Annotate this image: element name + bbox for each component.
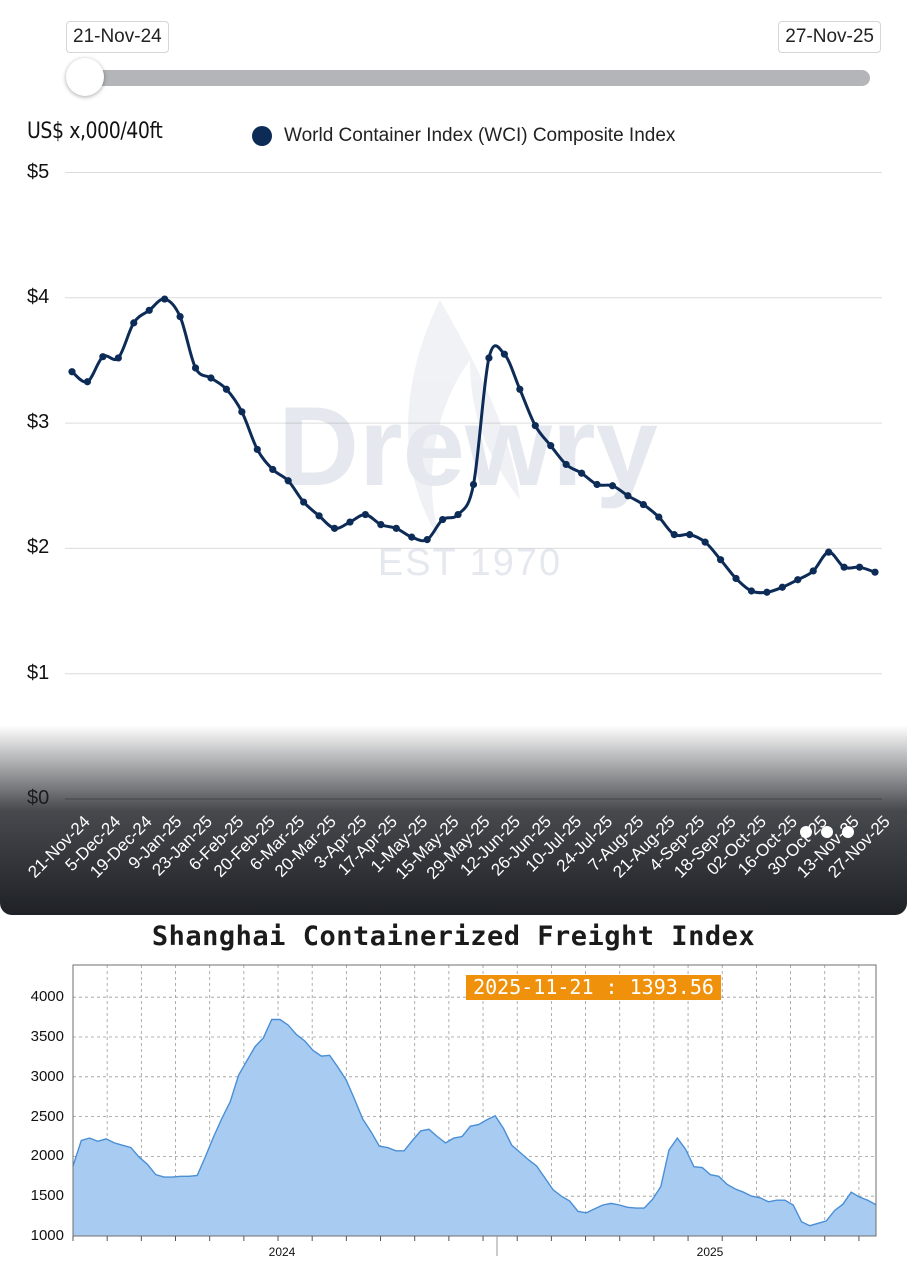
wci-data-point: [130, 319, 138, 327]
wci-data-point: [99, 353, 107, 361]
scfi-series-line: [72, 1018, 877, 1227]
wci-data-point: [624, 492, 632, 500]
scfi-y-tick-label: 2500: [30, 1107, 64, 1125]
scfi-plot-frame: [72, 964, 877, 1237]
scfi-year-label: 2024: [269, 1245, 296, 1259]
wci-data-point: [747, 587, 756, 595]
wci-data-point: [346, 518, 354, 526]
wci-data-point: [516, 385, 524, 393]
legend-marker-icon: [252, 126, 272, 146]
scfi-value-badge: 2025-11-21 : 1393.56: [466, 975, 721, 1000]
wci-data-point: [855, 563, 864, 571]
y-tick-label: $4: [27, 285, 50, 308]
wci-data-point: [500, 350, 508, 358]
wci-data-point: [562, 460, 570, 469]
wci-data-point: [655, 513, 663, 521]
wci-chart: Drewry EST 1970: [65, 172, 882, 800]
wci-data-point: [284, 477, 292, 485]
y-tick-label: $1: [27, 661, 50, 684]
wci-data-point: [145, 306, 153, 314]
wci-data-point: [392, 524, 400, 532]
wci-data-point: [161, 295, 169, 303]
wci-data-point: [454, 510, 462, 519]
scfi-year-label: 2025: [697, 1245, 724, 1259]
wci-data-point: [377, 520, 385, 529]
wci-data-point: [716, 556, 725, 564]
wci-data-point: [269, 465, 277, 474]
y-tick-label: $2: [27, 536, 50, 559]
wci-data-point: [300, 498, 308, 506]
wci-data-point: [361, 510, 370, 519]
wci-data-point: [639, 500, 647, 509]
scfi-chart: 2024 2025: [72, 964, 877, 1259]
scfi-y-tick-label: 4000: [30, 988, 64, 1006]
wci-data-point: [825, 548, 833, 556]
wci-data-point: [191, 364, 200, 372]
drewry-flame-logo: [408, 300, 520, 540]
watermark-brand: Drewry: [278, 384, 658, 509]
range-end-label: 27-Nov-25: [778, 21, 881, 53]
wci-data-point: [238, 408, 246, 416]
range-start-label: 21-Nov-24: [66, 21, 169, 53]
wci-data-point: [469, 480, 478, 489]
scfi-y-tick-label: 3500: [30, 1028, 64, 1045]
wci-panel: 21-Nov-24 27-Nov-25 US$ x,000/40ft World…: [0, 0, 907, 915]
watermark-tagline: EST 1970: [378, 542, 562, 584]
scfi-area-fill: [73, 1019, 876, 1236]
wci-data-point: [114, 354, 122, 362]
wci-data-point: [176, 312, 184, 321]
wci-data-point: [547, 442, 555, 450]
wci-data-point: [840, 563, 848, 571]
wci-data-point: [408, 533, 416, 541]
legend-label: World Container Index (WCI) Composite In…: [284, 125, 676, 146]
wci-data-point: [670, 531, 678, 539]
scfi-y-tick-label: 3000: [30, 1067, 64, 1085]
scfi-title: Shanghai Containerized Freight Index: [151, 921, 756, 952]
wci-data-point: [68, 368, 76, 376]
scfi-y-tick-label: 1000: [30, 1227, 64, 1244]
wci-data-point: [809, 567, 817, 575]
wci-data-point: [83, 378, 92, 386]
scfi-panel: Shanghai Containerized Freight Index 202…: [0, 915, 907, 1280]
wci-data-point: [778, 583, 786, 591]
date-range-slider-track[interactable]: [70, 70, 870, 86]
y-axis-unit-label: US$ x,000/40ft: [27, 119, 163, 144]
scfi-y-tick-label: 2000: [30, 1147, 64, 1165]
wci-data-point: [686, 531, 694, 539]
wci-data-point: [763, 588, 771, 596]
wci-legend[interactable]: World Container Index (WCI) Composite In…: [252, 124, 675, 148]
date-range-slider-handle[interactable]: [66, 58, 104, 96]
wci-data-point: [577, 469, 586, 477]
wci-data-point: [485, 354, 493, 362]
wci-data-point: [732, 574, 740, 583]
wci-data-point: [593, 480, 601, 489]
wci-data-point: [315, 512, 323, 520]
more-options-dots-icon[interactable]: [800, 826, 854, 838]
wci-data-point: [439, 515, 447, 524]
wci-data-point: [871, 568, 879, 576]
scfi-y-tick-label: 1500: [30, 1187, 64, 1205]
wci-data-point: [423, 536, 431, 544]
x-axis-tick-labels: 21-Nov-24 5-Dec-24 19-Dec-24 9-Jan-25 23-Jan…: [0, 0, 907, 915]
wci-data-point: [794, 576, 802, 584]
wci-data-point: [608, 482, 617, 490]
wci-data-point: [531, 422, 539, 430]
wci-data-point: [330, 524, 339, 532]
y-tick-label: $5: [27, 160, 50, 183]
wci-data-point: [207, 374, 215, 382]
wci-data-point: [253, 445, 261, 454]
wci-data-point: [701, 538, 709, 546]
wci-data-point: [222, 385, 231, 393]
y-tick-label: $3: [27, 411, 50, 434]
